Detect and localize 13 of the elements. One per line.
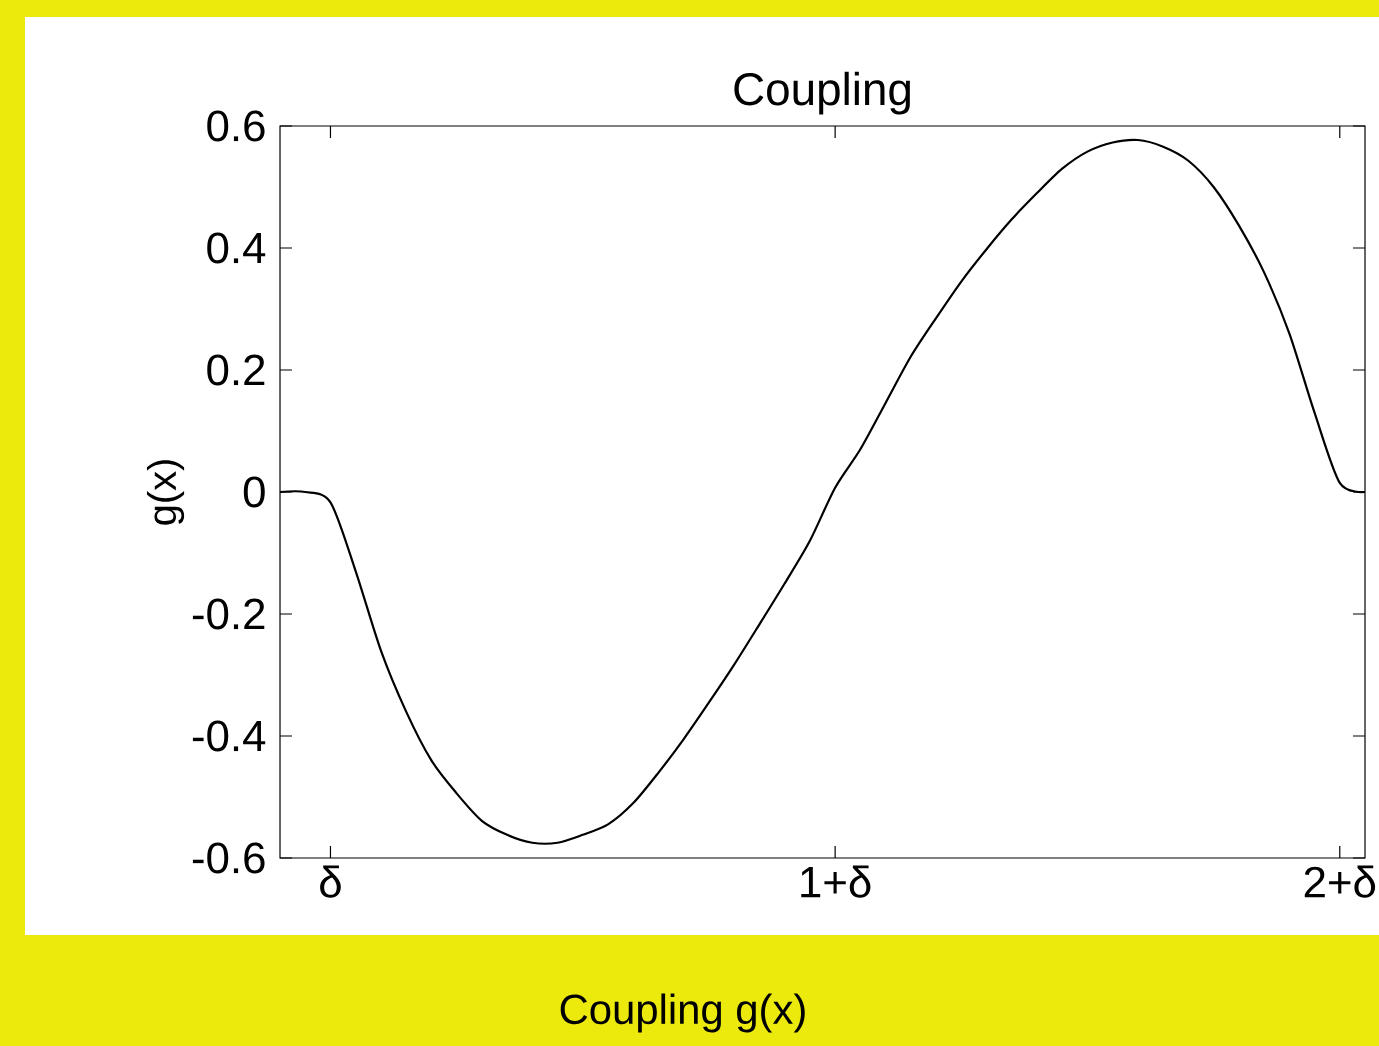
y-tick-label: 0.6	[207, 110, 265, 142]
y-tick-label: 0.2	[207, 354, 265, 386]
y-tick-label: -0.6	[192, 842, 265, 874]
x-tick-label: δ	[320, 865, 341, 898]
x-tick-label: 1+δ	[801, 865, 871, 898]
y-tick-label: -0.4	[192, 720, 266, 752]
text: Coupling g(x)	[560, 993, 805, 1033]
y-tick-label: 0	[243, 476, 265, 508]
y-tick-label: 0.4	[207, 232, 266, 264]
x-tick-label: 2+δ	[1304, 865, 1376, 898]
chart-title: Coupling	[734, 71, 910, 115]
y-tick-label: -0.2	[192, 598, 265, 630]
y-axis-title: g(x)	[146, 460, 185, 525]
